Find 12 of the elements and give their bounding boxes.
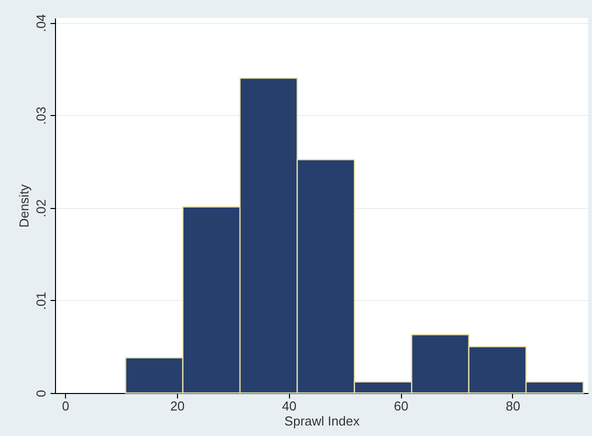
x-tick-label: 40 xyxy=(282,398,297,414)
x-axis-title: Sprawl Index xyxy=(284,414,360,428)
y-tick-label: .03 xyxy=(34,106,48,125)
y-tick-label: 0 xyxy=(34,390,48,398)
y-tick-label: .01 xyxy=(34,292,48,310)
x-tick-label: 80 xyxy=(506,398,520,414)
x-tick-label: 20 xyxy=(170,398,185,414)
y-tick-label: .04 xyxy=(34,14,48,32)
y-tick-label: .02 xyxy=(34,199,48,218)
x-tick-label: 60 xyxy=(394,398,408,414)
y-axis-title: Density xyxy=(16,184,32,228)
x-tick-label: 0 xyxy=(62,398,70,414)
